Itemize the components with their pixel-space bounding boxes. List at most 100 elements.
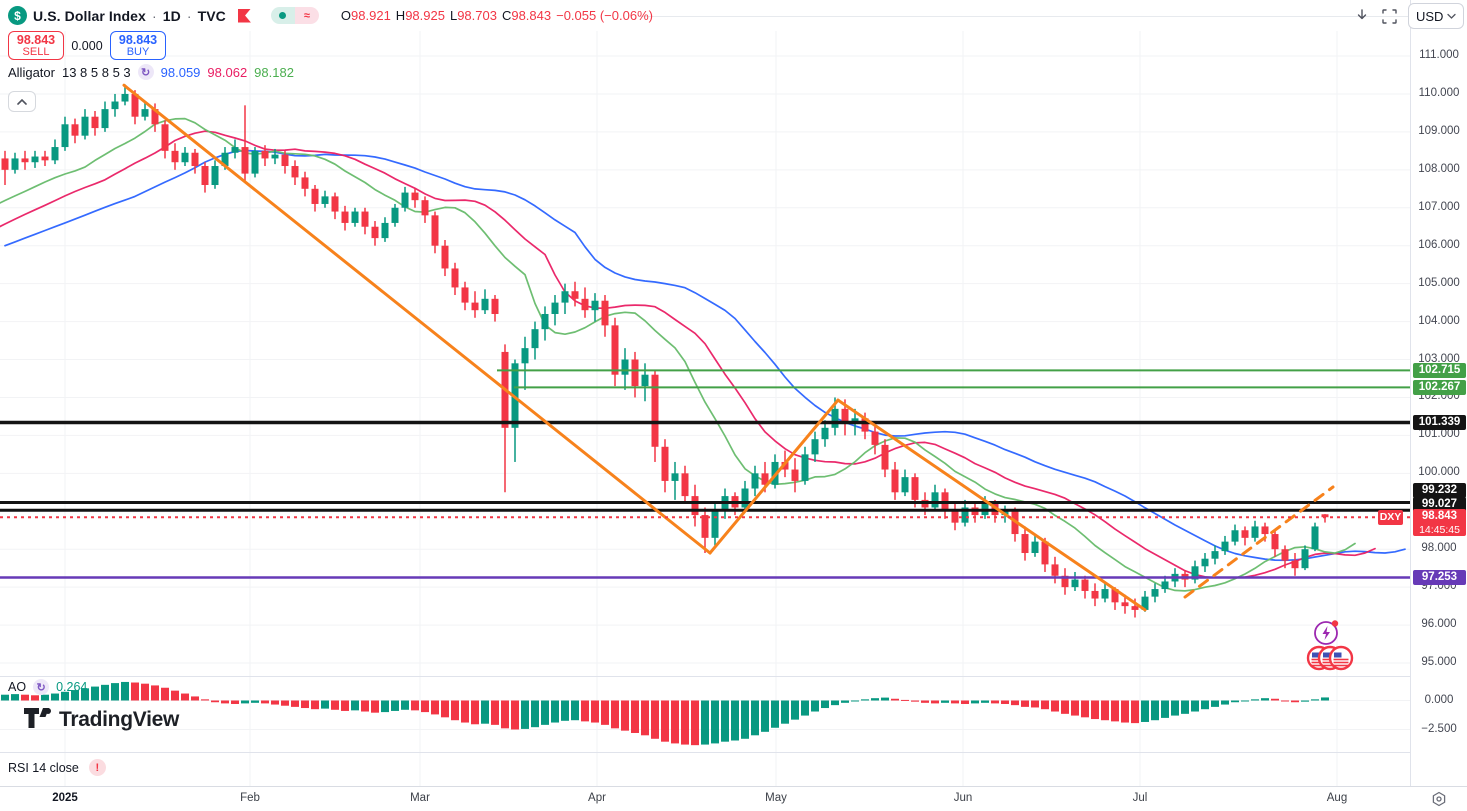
ao-bar <box>171 690 179 701</box>
pane-divider-main-ao[interactable] <box>0 676 1467 677</box>
candle-body <box>1211 551 1219 559</box>
ao-bar <box>621 700 629 731</box>
candle-body <box>841 408 849 425</box>
candle-body <box>81 116 89 136</box>
symbol-title[interactable]: U.S. Dollar Index · 1D · TVC <box>33 7 226 24</box>
ao-tick-label: 0.000 <box>1424 693 1454 706</box>
download-button[interactable] <box>1350 4 1374 28</box>
candle-body <box>891 469 899 493</box>
candle-body <box>1161 581 1169 590</box>
ao-bar <box>1021 700 1029 707</box>
candle-body <box>531 329 539 349</box>
ao-bar <box>1161 700 1169 718</box>
ao-bar <box>361 700 369 712</box>
candle-body <box>91 116 99 129</box>
candle-body <box>161 124 169 151</box>
ao-bar <box>61 691 69 701</box>
candle-body <box>221 152 229 167</box>
trendline[interactable] <box>836 398 1147 612</box>
fullscreen-button[interactable] <box>1377 4 1401 28</box>
candle-body <box>961 507 969 523</box>
alligator-lips-value: 98.182 <box>254 64 294 80</box>
alligator-legend[interactable]: Alligator 13 8 5 8 5 3 ↻ 98.059 98.062 9… <box>8 64 294 80</box>
candle-body <box>151 109 159 125</box>
price-tick-label: 111.000 <box>1419 49 1459 61</box>
ao-bar <box>531 700 539 728</box>
symbol-logo-icon: $ <box>8 6 27 25</box>
candle-body <box>101 109 109 129</box>
ao-name: AO <box>8 680 27 694</box>
rsi-name: RSI 14 close <box>8 760 79 775</box>
rsi-legend[interactable]: RSI 14 close ! <box>8 759 106 776</box>
buy-button[interactable]: 98.843 BUY <box>110 31 166 60</box>
ao-bar <box>521 700 529 729</box>
ao-bar <box>971 700 979 704</box>
ao-bar <box>121 681 129 701</box>
candle-body <box>571 291 579 299</box>
candle-body <box>1051 564 1059 576</box>
high-value: 98.925 <box>405 8 445 23</box>
candle-body <box>1041 541 1049 565</box>
time-axis-label: Jul <box>1132 792 1148 804</box>
candle-body <box>1281 549 1289 561</box>
candle-body <box>1 158 9 170</box>
candle-body <box>171 150 179 163</box>
change-value: −0.055 (−0.06%) <box>556 8 653 23</box>
indicator-sync-icon[interactable]: ↻ <box>137 64 154 80</box>
candle-body <box>1121 602 1129 607</box>
ohlc-readout: O98.921 H98.925 L98.703 C98.843 −0.055 (… <box>340 8 653 23</box>
ao-value: 0.264 <box>56 680 88 694</box>
price-tick-label: 95.000 <box>1421 656 1457 669</box>
ao-bar <box>231 700 239 704</box>
ao-bar <box>371 700 379 713</box>
candle-body <box>1111 589 1119 603</box>
ao-legend[interactable]: AO ↻ 0.264 <box>8 679 87 695</box>
time-axis[interactable]: 2025 Feb Mar Apr May Jun Jul Aug <box>0 786 1467 811</box>
price-line-symbol-label: DXY <box>1378 510 1403 525</box>
warning-icon[interactable]: ! <box>88 759 106 776</box>
currency-dropdown[interactable]: USD <box>1408 3 1464 29</box>
price-tick-label: 109.000 <box>1418 124 1460 137</box>
candle-body <box>411 192 419 201</box>
market-open-dot-icon <box>270 7 295 24</box>
candle-body <box>451 268 459 288</box>
candle-body <box>471 302 479 311</box>
notification-dot-icon <box>1331 620 1339 627</box>
exchange-label: TVC <box>197 7 226 24</box>
pane-divider-ao-rsi[interactable] <box>0 752 1467 753</box>
trendline-dashed[interactable] <box>1183 485 1335 599</box>
ao-bar <box>1061 700 1069 714</box>
ao-bar <box>111 683 119 701</box>
price-level-tag: 101.339 <box>1413 415 1466 431</box>
trendline[interactable] <box>708 398 840 555</box>
open-value: 98.921 <box>351 8 391 23</box>
collapse-legend-button[interactable] <box>8 91 36 112</box>
candle-body <box>671 473 679 481</box>
price-axis[interactable]: 111.000 110.000 109.000 108.000 107.000 106.0… <box>1410 0 1467 786</box>
alligator-params: 13 8 5 8 5 3 <box>61 64 131 80</box>
ao-bar <box>411 700 419 711</box>
ao-bar <box>1131 700 1139 724</box>
alligator-jaw-value: 98.059 <box>160 64 201 80</box>
candle-body <box>121 93 129 102</box>
candle-body <box>361 211 369 227</box>
settings-gear-icon[interactable] <box>1429 789 1449 809</box>
ao-bar <box>11 694 19 701</box>
market-status-pill[interactable]: ≈ <box>270 7 319 24</box>
candle-body <box>881 444 889 470</box>
trendline[interactable] <box>122 83 712 555</box>
indicator-sync-icon[interactable]: ↻ <box>33 679 50 695</box>
price-level-tag: 99.232 <box>1413 483 1466 498</box>
candle-body <box>461 287 469 303</box>
lightning-bolt-icon[interactable] <box>1322 626 1331 640</box>
sell-button[interactable]: 98.843 SELL <box>8 31 64 60</box>
candle-body <box>281 154 289 167</box>
candle-body <box>141 109 149 117</box>
candle-body <box>441 245 449 269</box>
tradingview-watermark: TradingView <box>24 708 179 732</box>
ao-bar <box>401 700 409 710</box>
ao-bar <box>931 700 939 704</box>
ao-bar <box>1111 700 1119 722</box>
delayed-data-icon: ≈ <box>294 7 319 24</box>
ao-bar <box>201 699 209 701</box>
